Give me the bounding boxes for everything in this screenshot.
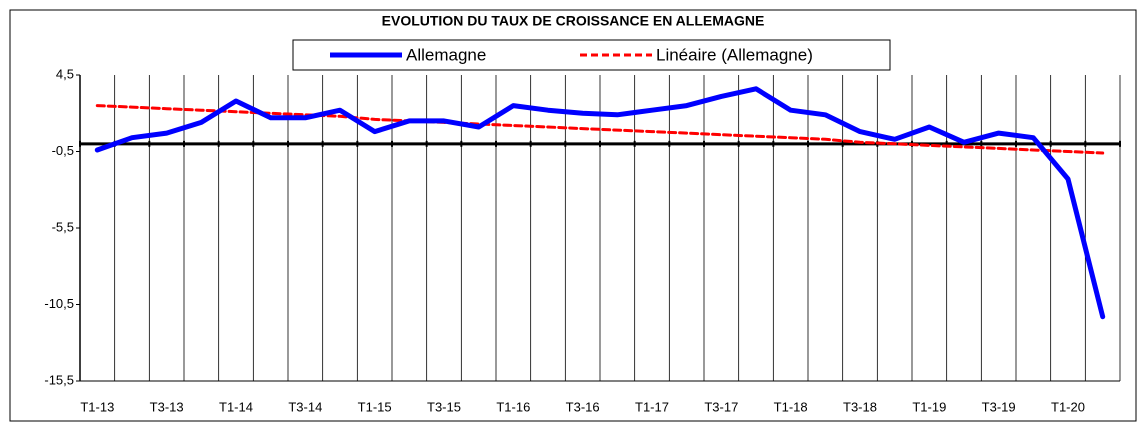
x-tick-label: T3-15: [427, 399, 461, 414]
x-tick-label: T1-15: [358, 399, 392, 414]
chart-title: EVOLUTION DU TAUX DE CROISSANCE EN ALLEM…: [382, 13, 765, 29]
legend-label: Linéaire (Allemagne): [656, 45, 813, 64]
x-tick-label: T1-14: [219, 399, 253, 414]
chart-border: [9, 9, 1137, 422]
x-tick-label: T1-17: [635, 399, 669, 414]
y-tick-label: -15,5: [44, 372, 74, 387]
x-tick-label: T3-14: [288, 399, 322, 414]
y-tick-label: -0,5: [52, 143, 74, 158]
y-tick-label: -5,5: [52, 219, 74, 234]
x-tick-label: T1-18: [774, 399, 808, 414]
x-tick-label: T3-16: [566, 399, 600, 414]
y-tick-label: -10,5: [44, 296, 74, 311]
x-tick-label: T3-17: [704, 399, 738, 414]
y-tick-label: 4,5: [56, 66, 74, 81]
x-tick-label: T3-19: [982, 399, 1016, 414]
series-line: [94, 86, 1106, 320]
x-tick-label: T1-19: [912, 399, 946, 414]
x-tick-label: T1-16: [496, 399, 530, 414]
x-tick-label: T3-13: [150, 399, 184, 414]
legend-label: Allemagne: [406, 45, 486, 64]
x-tick-label: T1-20: [1051, 399, 1085, 414]
x-tick-label: T3-18: [843, 399, 877, 414]
x-tick-label: T1-13: [80, 399, 114, 414]
